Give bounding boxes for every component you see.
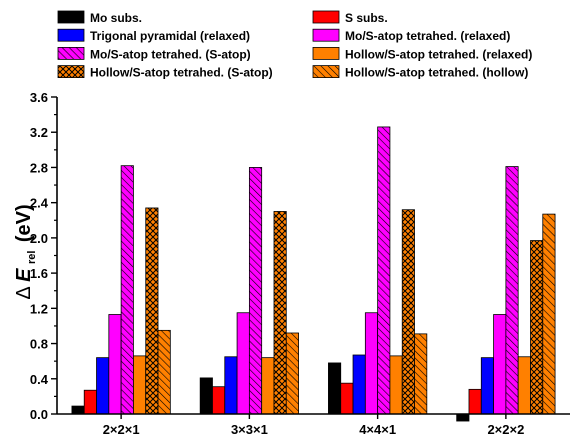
bar bbox=[517, 356, 531, 415]
bar bbox=[364, 312, 379, 415]
bar bbox=[236, 312, 250, 415]
bar bbox=[530, 240, 544, 415]
bar bbox=[328, 362, 342, 415]
y-tick-label: 3.6 bbox=[30, 90, 48, 105]
bar bbox=[83, 389, 97, 415]
bar bbox=[352, 354, 366, 415]
x-tick-label: 2×2×2 bbox=[487, 422, 524, 437]
bar bbox=[401, 209, 415, 415]
legend-swatch bbox=[57, 47, 85, 60]
bar bbox=[133, 355, 147, 415]
bar bbox=[414, 333, 428, 415]
legend-label: Hollow/S-atop tetrahed. (relaxed) bbox=[345, 47, 532, 61]
legend-label: Mo/S-atop tetrahed. (S-atop) bbox=[90, 47, 251, 61]
bar bbox=[248, 167, 263, 415]
y-axis-label-unit: (eV) bbox=[13, 204, 35, 242]
bar bbox=[108, 314, 122, 415]
x-tick-label: 4×4×1 bbox=[359, 422, 396, 437]
y-tick-label: 3.2 bbox=[30, 125, 48, 140]
bar bbox=[542, 213, 556, 415]
y-axis-label-prefix: Δ bbox=[13, 286, 35, 299]
legend-swatch bbox=[57, 28, 85, 42]
y-axis-label-subscript: rel bbox=[26, 251, 38, 264]
legend: Mo subs. S subs. Trigonal pyramidal (relax… bbox=[57, 10, 532, 80]
bar bbox=[505, 166, 519, 415]
bar bbox=[145, 207, 159, 415]
legend-label: Mo/S-atop tetrahed. (relaxed) bbox=[345, 29, 510, 43]
legend-swatch bbox=[57, 10, 85, 24]
bar bbox=[340, 382, 354, 415]
y-tick-label: 0.0 bbox=[30, 407, 48, 422]
bar bbox=[96, 357, 110, 415]
legend-swatch bbox=[312, 28, 340, 42]
legend-label: Hollow/S-atop tetrahed. (hollow) bbox=[345, 66, 528, 80]
bar bbox=[199, 377, 213, 415]
legend-swatch bbox=[57, 65, 85, 78]
bar bbox=[480, 357, 494, 415]
bar bbox=[468, 388, 482, 415]
legend-swatch bbox=[312, 47, 340, 60]
bar bbox=[120, 165, 134, 415]
axes: 0.0 0.4 0.8 1.2 1.6 2.0 2.4 2.8 3.2 3.6 2×2×1 3×3×1… bbox=[30, 90, 570, 437]
y-tick-label: 0.4 bbox=[30, 372, 49, 387]
legend-label: Trigonal pyramidal (relaxed) bbox=[90, 29, 250, 43]
legend-swatch bbox=[312, 10, 340, 24]
y-tick-label: 1.2 bbox=[30, 301, 48, 316]
x-tick-label: 2×2×1 bbox=[103, 422, 140, 437]
bar bbox=[212, 386, 226, 415]
y-axis-label: Δ E rel (eV) bbox=[13, 204, 39, 299]
bar bbox=[456, 413, 470, 422]
y-tick-label: 2.0 bbox=[30, 231, 48, 246]
legend-swatch bbox=[312, 65, 340, 78]
legend-label: Hollow/S-atop tetrahed. (S-atop) bbox=[90, 66, 273, 80]
bar bbox=[71, 405, 85, 415]
bar bbox=[377, 126, 391, 415]
bar bbox=[493, 314, 507, 415]
y-tick-label: 2.4 bbox=[30, 196, 49, 211]
y-tick-label: 1.6 bbox=[30, 266, 48, 281]
y-tick-label: 0.8 bbox=[30, 337, 48, 352]
bar bbox=[157, 329, 171, 415]
bar bbox=[389, 355, 403, 415]
bar bbox=[285, 332, 299, 415]
bar bbox=[273, 211, 287, 415]
y-axis-label-symbol: E bbox=[13, 268, 35, 282]
bar bbox=[224, 356, 238, 415]
x-tick-label: 3×3×1 bbox=[231, 422, 268, 437]
bars bbox=[71, 126, 556, 422]
legend-label: Mo subs. bbox=[90, 11, 142, 25]
y-tick-label: 2.8 bbox=[30, 160, 48, 175]
legend-label: S subs. bbox=[345, 11, 388, 25]
bar bbox=[261, 357, 275, 415]
